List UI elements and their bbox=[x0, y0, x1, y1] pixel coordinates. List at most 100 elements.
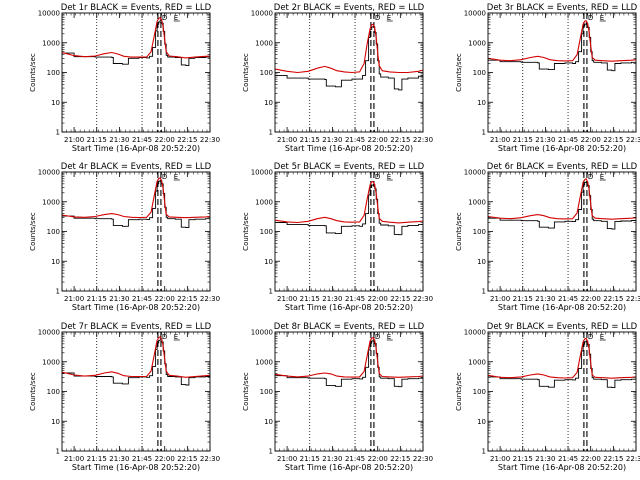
plot-frame bbox=[274, 331, 424, 452]
plot-frame bbox=[61, 12, 211, 133]
x-tick-label: 22:15 bbox=[177, 455, 197, 463]
x-tick-label: 22:15 bbox=[177, 295, 197, 303]
y-tick-label: 10 bbox=[477, 258, 486, 266]
x-tick-label: 21:30 bbox=[535, 455, 555, 463]
y-tick-label: 100 bbox=[47, 69, 60, 77]
x-tick-label: 21:15 bbox=[513, 136, 533, 144]
y-tick-label: 10000 bbox=[38, 10, 60, 18]
y-tick-label: 10000 bbox=[464, 10, 486, 18]
x-tick-label: 22:30 bbox=[626, 295, 640, 303]
y-axis-label: Counts/sec bbox=[455, 53, 463, 92]
x-tick-label: 22:00 bbox=[581, 136, 601, 144]
y-tick-label: 10 bbox=[477, 99, 486, 107]
y-tick-label: 10 bbox=[264, 99, 273, 107]
chart-panel-8: Det 8r BLACK = Events, RED = LLD Counts/s… bbox=[242, 322, 433, 472]
y-tick-label: 1000 bbox=[468, 198, 486, 206]
x-tick-label: 21:30 bbox=[109, 455, 129, 463]
x-tick-label: 22:00 bbox=[155, 295, 175, 303]
plot-frame bbox=[61, 331, 211, 452]
y-tick-label: 10000 bbox=[251, 10, 273, 18]
x-tick-label: 21:45 bbox=[132, 295, 152, 303]
x-tick-label: 21:30 bbox=[322, 136, 342, 144]
x-tick-label: 21:45 bbox=[558, 295, 578, 303]
x-axis-label: Start Time (16-Apr-08 20:52:20) bbox=[498, 463, 626, 472]
x-tick-label: 21:45 bbox=[132, 455, 152, 463]
y-tick-label: 100 bbox=[47, 228, 60, 236]
x-axis-label: Start Time (16-Apr-08 20:52:20) bbox=[72, 463, 200, 472]
y-tick-label: 100 bbox=[473, 388, 486, 396]
x-tick-label: 21:45 bbox=[345, 136, 365, 144]
y-tick-label: 1000 bbox=[42, 39, 60, 47]
x-tick-label: 21:45 bbox=[558, 455, 578, 463]
y-tick-label: 10 bbox=[51, 99, 60, 107]
y-axis-label: Counts/sec bbox=[242, 212, 250, 251]
series-lld-line bbox=[488, 20, 636, 62]
series-events-line bbox=[488, 340, 636, 389]
y-axis-label: Counts/sec bbox=[29, 372, 37, 411]
x-axis-label: Start Time (16-Apr-08 20:52:20) bbox=[285, 303, 413, 312]
chart-title: Det 1r BLACK = Events, RED = LLD bbox=[61, 3, 212, 13]
x-tick-label: 21:15 bbox=[300, 136, 320, 144]
x-tick-label: 21:00 bbox=[64, 136, 84, 144]
chart-panel-4: Det 4r BLACK = Events, RED = LLD Counts/s… bbox=[29, 162, 220, 312]
x-tick-label: 22:00 bbox=[155, 455, 175, 463]
y-tick-label: 1 bbox=[482, 288, 486, 296]
x-tick-label: 22:30 bbox=[413, 136, 433, 144]
y-tick-label: 1 bbox=[56, 288, 60, 296]
x-tick-label: 21:30 bbox=[322, 295, 342, 303]
series-lld-line bbox=[62, 177, 210, 219]
x-axis-label: Start Time (16-Apr-08 20:52:20) bbox=[285, 144, 413, 153]
y-tick-label: 1000 bbox=[255, 39, 273, 47]
x-tick-label: 22:15 bbox=[177, 136, 197, 144]
x-axis-label: Start Time (16-Apr-08 20:52:20) bbox=[72, 303, 200, 312]
x-tick-label: 22:30 bbox=[413, 295, 433, 303]
y-tick-label: 10000 bbox=[464, 169, 486, 177]
y-tick-label: 1000 bbox=[42, 358, 60, 366]
y-axis-label: Counts/sec bbox=[455, 372, 463, 411]
x-tick-label: 22:30 bbox=[200, 455, 220, 463]
marker-label-e: E bbox=[387, 333, 391, 341]
x-tick-label: 21:00 bbox=[277, 455, 297, 463]
marker-label-e: E bbox=[174, 333, 178, 341]
x-tick-label: 22:15 bbox=[603, 136, 623, 144]
series-events-line bbox=[275, 184, 423, 236]
y-tick-label: 1 bbox=[269, 448, 273, 456]
chart-panel-6: Det 6r BLACK = Events, RED = LLD Counts/s… bbox=[455, 162, 640, 312]
x-tick-label: 21:00 bbox=[277, 295, 297, 303]
y-tick-label: 100 bbox=[473, 228, 486, 236]
y-axis-label: Counts/sec bbox=[242, 372, 250, 411]
x-tick-label: 22:15 bbox=[390, 295, 410, 303]
x-tick-label: 21:15 bbox=[87, 455, 107, 463]
y-tick-label: 10 bbox=[51, 418, 60, 426]
x-tick-label: 22:15 bbox=[603, 455, 623, 463]
chart-panel-7: Det 7r BLACK = Events, RED = LLD Counts/s… bbox=[29, 322, 220, 472]
series-events-line bbox=[275, 339, 423, 388]
chart-panel-9: Det 9r BLACK = Events, RED = LLD Counts/s… bbox=[455, 322, 640, 472]
y-tick-label: 10000 bbox=[38, 169, 60, 177]
chart-title: Det 5r BLACK = Events, RED = LLD bbox=[274, 162, 425, 172]
x-tick-label: 21:30 bbox=[109, 295, 129, 303]
x-tick-label: 21:45 bbox=[345, 455, 365, 463]
series-lld-line bbox=[488, 337, 636, 379]
plot-frame bbox=[487, 331, 637, 452]
x-tick-label: 21:15 bbox=[87, 295, 107, 303]
x-tick-label: 21:15 bbox=[513, 295, 533, 303]
chart-title: Det 2r BLACK = Events, RED = LLD bbox=[274, 3, 425, 13]
x-tick-label: 21:00 bbox=[490, 455, 510, 463]
x-tick-label: 21:45 bbox=[558, 136, 578, 144]
x-tick-label: 21:30 bbox=[535, 136, 555, 144]
x-tick-label: 22:00 bbox=[581, 455, 601, 463]
plot-frame bbox=[487, 171, 637, 292]
marker-label-e: E bbox=[174, 14, 178, 22]
marker-label-e: E bbox=[600, 333, 604, 341]
plot-frame bbox=[61, 171, 211, 292]
marker-label-e: E bbox=[174, 173, 178, 181]
chart-title: Det 8r BLACK = Events, RED = LLD bbox=[274, 322, 425, 332]
x-tick-label: 21:30 bbox=[535, 295, 555, 303]
y-tick-label: 1000 bbox=[42, 198, 60, 206]
x-axis-label: Start Time (16-Apr-08 20:52:20) bbox=[498, 144, 626, 153]
series-events-line bbox=[488, 181, 636, 230]
x-tick-label: 22:00 bbox=[155, 136, 175, 144]
chart-panel-1: Det 1r BLACK = Events, RED = LLD Counts/s… bbox=[29, 3, 220, 153]
y-tick-label: 1 bbox=[56, 448, 60, 456]
